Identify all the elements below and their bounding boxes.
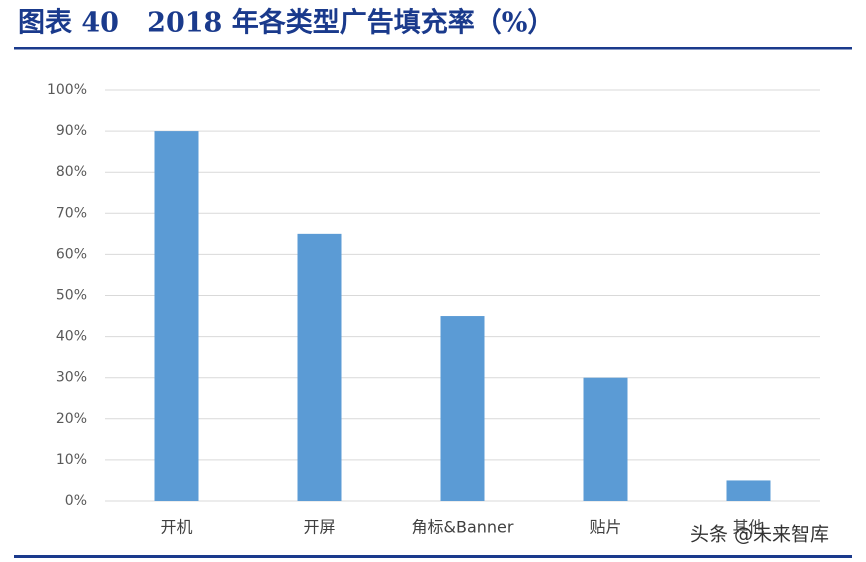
bar (726, 480, 771, 501)
y-tick-label: 70% (56, 205, 87, 221)
y-tick-label: 100% (47, 82, 87, 98)
y-tick-label: 20% (56, 411, 87, 427)
y-tick-label: 0% (65, 493, 87, 509)
x-tick-label: 贴片 (589, 518, 621, 537)
x-tick-label: 角标&Banner (412, 518, 514, 537)
y-tick-label: 90% (56, 123, 87, 139)
y-tick-label: 80% (56, 164, 87, 180)
y-tick-label: 10% (56, 452, 87, 468)
chart-title: 图表 40 2018 年各类型广告填充率（%） (18, 7, 554, 39)
x-tick-label: 其他 (732, 518, 764, 537)
y-tick-label: 50% (56, 288, 87, 304)
x-tick-label: 开机 (160, 518, 192, 537)
bar (297, 233, 342, 501)
title-rule (14, 47, 852, 50)
y-tick-label: 60% (56, 246, 87, 262)
y-tick-label: 40% (56, 329, 87, 345)
y-tick-label: 30% (56, 370, 87, 386)
watermark: 头条 @未来智库 (690, 524, 829, 546)
bar (583, 377, 628, 501)
x-tick-label: 开屏 (303, 518, 335, 537)
bottom-rule (14, 555, 852, 558)
bar (440, 316, 485, 501)
bar (154, 131, 199, 501)
